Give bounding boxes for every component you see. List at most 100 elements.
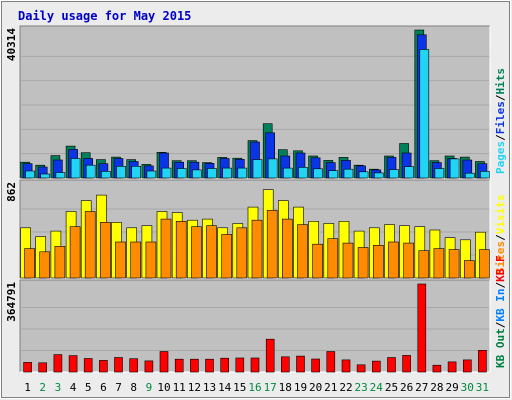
x-label-day-6: 6 [100, 381, 107, 394]
bar-sites-day-19 [297, 224, 308, 279]
bar-sites-day-12 [191, 226, 202, 279]
bar-sites-day-21 [327, 238, 339, 279]
bar-pages-day-30 [464, 172, 475, 179]
bars [20, 29, 490, 373]
bar-pages-day-16 [252, 159, 263, 179]
bar-sites-day-31 [479, 249, 490, 279]
x-label-day-5: 5 [85, 381, 92, 394]
x-label-day-28: 28 [430, 381, 443, 394]
x-label-day-31: 31 [476, 381, 489, 394]
panel-3-legend: KB Out/KB In/KB F [494, 255, 507, 368]
bar-sites-day-26 [403, 242, 414, 279]
bar-kb-f-day-29 [447, 361, 457, 373]
bar-pages-day-19 [298, 167, 308, 179]
bar-pages-day-4 [70, 158, 81, 179]
panel-3-frame-dark [19, 279, 490, 372]
bar-kb-f-day-16 [250, 357, 260, 373]
bar-sites-day-10 [160, 218, 172, 279]
x-label-day-2: 2 [39, 381, 46, 394]
bar-kb-f-day-2 [38, 362, 48, 373]
y-axis-labels: 40314 862 364791 [5, 28, 18, 322]
x-label-day-9: 9 [146, 381, 153, 394]
bar-kb-f-day-8 [129, 358, 138, 373]
x-label-day-1: 1 [24, 381, 31, 394]
x-label-day-30: 30 [461, 381, 474, 394]
panel-3-bg [20, 280, 490, 372]
bar-sites-day-16 [251, 219, 263, 279]
bar-sites-day-1 [24, 248, 35, 279]
bar-kb-f-day-6 [99, 360, 108, 373]
bar-pages-day-27 [419, 49, 430, 179]
x-label-day-14: 14 [218, 381, 232, 394]
bar-kb-f-day-20 [311, 358, 320, 373]
panel-1-frame-dark [19, 25, 490, 178]
legend-files: Files [494, 101, 507, 134]
bar-kb-f-day-9 [144, 360, 154, 373]
bar-sites-day-25 [388, 241, 399, 279]
bar-sites-day-27 [418, 250, 430, 279]
x-label-day-10: 10 [157, 381, 170, 394]
bar-kb-f-day-26 [402, 355, 411, 373]
bar-kb-f-day-23 [356, 364, 366, 373]
legend-separator: / [494, 134, 507, 141]
bar-kb-f-day-27 [417, 283, 427, 373]
bar-kb-f-day-21 [326, 351, 336, 373]
bar-pages-day-29 [449, 158, 460, 179]
bar-kb-f-day-22 [341, 359, 351, 373]
bar-pages-day-18 [282, 167, 293, 179]
x-label-day-25: 25 [385, 381, 398, 394]
legend-separator: / [494, 234, 507, 241]
x-label-day-26: 26 [400, 381, 413, 394]
chart-title: Daily usage for May 2015 [18, 9, 191, 23]
x-label-day-12: 12 [188, 381, 201, 394]
bar-kb-f-day-12 [190, 358, 199, 373]
bar-sites-day-29 [448, 249, 460, 279]
x-label-day-24: 24 [370, 381, 384, 394]
x-label-day-21: 21 [324, 381, 337, 394]
x-label-day-13: 13 [203, 381, 216, 394]
panel-1-legend: Pages/Files/Hits [494, 68, 507, 174]
bar-pages-day-22 [343, 168, 354, 179]
legend-hits: Hits [494, 68, 507, 95]
bar-kb-f-day-4 [68, 355, 78, 373]
legend-separator: / [494, 282, 507, 289]
bar-sites-day-2 [39, 251, 51, 279]
bar-kb-f-day-14 [220, 357, 229, 373]
x-label-day-18: 18 [279, 381, 292, 394]
bar-pages-day-25 [389, 169, 399, 179]
bar-pages-day-12 [192, 169, 202, 179]
x-label-day-11: 11 [173, 381, 186, 394]
panel-3-y-max-label: 364791 [5, 282, 18, 322]
panel-2-legend: Sites/Visits [494, 195, 507, 275]
x-label-day-22: 22 [339, 381, 352, 394]
legend-sites: Sites [494, 241, 507, 274]
bar-kb-f-day-13 [205, 358, 214, 373]
bar-kb-f-day-3 [53, 354, 63, 373]
bar-pages-day-17 [267, 158, 278, 179]
x-label-day-3: 3 [55, 381, 62, 394]
bar-pages-day-20 [313, 168, 323, 179]
bar-sites-day-23 [357, 247, 369, 279]
bar-sites-day-8 [130, 241, 141, 279]
bar-sites-day-20 [312, 243, 323, 279]
bar-pages-day-7 [116, 166, 126, 179]
bar-kb-f-day-15 [235, 357, 245, 373]
bar-sites-day-6 [100, 222, 111, 279]
bar-sites-day-5 [84, 211, 96, 279]
bar-sites-day-13 [206, 225, 217, 279]
bar-sites-day-4 [69, 226, 81, 279]
bar-kb-f-day-11 [174, 358, 184, 373]
panel-2-y-max-label: 862 [5, 182, 18, 202]
bar-kb-f-day-10 [159, 351, 169, 373]
x-label-day-20: 20 [309, 381, 322, 394]
x-label-day-16: 16 [248, 381, 261, 394]
bar-kb-f-day-19 [296, 355, 305, 373]
bar-sites-day-17 [266, 210, 278, 279]
panel-1-y-max-label: 40314 [5, 28, 18, 61]
legend-pages: Pages [494, 141, 507, 174]
bar-pages-day-6 [101, 171, 111, 179]
legend-kb-out: KB Out [494, 328, 507, 368]
